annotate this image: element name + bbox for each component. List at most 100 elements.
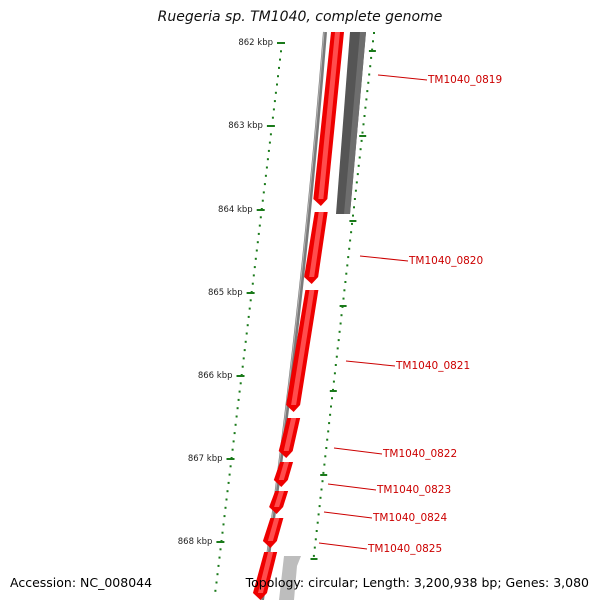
minor-tick [338,330,341,333]
tick-label: 867 kbp [188,454,223,464]
minor-tick [221,531,224,534]
major-tick-right [339,305,347,307]
minor-tick [277,75,279,78]
major-tick-right [329,390,337,392]
minor-tick [280,50,282,53]
minor-tick [349,239,352,242]
minor-tick [351,222,353,225]
minor-tick [243,349,246,352]
minor-tick [372,40,374,43]
minor-tick [273,100,276,103]
minor-tick [332,380,335,383]
minor-tick [259,216,262,219]
minor-tick [330,405,332,408]
minor-tick [251,282,254,285]
minor-tick [325,447,328,449]
gene-label: TM1040_0823 [376,484,451,496]
minor-tick [321,480,324,483]
minor-tick [232,440,235,443]
minor-tick [237,398,240,401]
minor-tick [332,388,334,391]
minor-tick [254,257,257,260]
major-tick [246,292,255,294]
minor-tick [269,133,272,136]
accession-label: Accession: NC_008044 [10,575,153,590]
minor-tick [219,548,222,551]
minor-tick [314,538,317,541]
genome-backbone-highlight [260,31,325,600]
minor-tick [322,471,325,474]
minor-tick [353,198,356,200]
gene-label: TM1040_0824 [372,512,447,524]
gene-label-leader [359,255,409,262]
minor-tick [339,322,342,325]
minor-tick [320,488,323,491]
minor-tick [312,554,315,557]
minor-tick [359,148,362,151]
minor-tick [231,448,234,451]
minor-tick [264,174,267,177]
major-tick [226,458,235,460]
minor-tick [272,108,275,111]
gene-label: TM1040_0819 [427,74,502,86]
minor-tick [258,224,261,227]
minor-tick [242,357,245,360]
minor-tick [234,423,237,426]
tick-label: 864 kbp [218,205,253,215]
minor-tick [224,506,227,509]
gene-arrow-highlight [278,462,290,480]
gene-label-leader [377,74,428,81]
minor-tick [352,214,354,217]
minor-tick [348,247,351,250]
genome-summary: Topology: circular; Length: 3,200,938 bp… [245,575,589,590]
gene-arrow-highlight [309,212,324,277]
minor-tick [236,407,239,410]
minor-tick [241,365,244,368]
minor-tick [366,90,369,93]
gene-label: TM1040_0825 [367,543,442,555]
gene-label: TM1040_0820 [408,255,483,267]
minor-tick [229,465,232,468]
minor-tick [276,83,278,86]
minor-tick [267,149,270,152]
minor-tick [323,463,326,466]
minor-tick [344,281,347,283]
minor-tick [363,115,366,117]
minor-tick [265,166,268,169]
minor-tick [369,65,372,68]
minor-tick [368,73,371,76]
minor-tick [274,91,277,94]
minor-tick [249,299,252,302]
minor-tick [347,256,350,259]
minor-tick [357,164,360,167]
minor-tick [226,490,229,493]
minor-tick [266,158,269,161]
minor-tick [324,455,327,458]
minor-tick [361,131,364,134]
minor-tick [279,58,281,61]
minor-tick [326,438,329,441]
gene-label-leader [323,511,373,519]
gene-arrow-highlight [318,32,340,199]
tick-label: 865 kbp [208,288,243,298]
minor-tick [248,307,251,310]
minor-tick [215,581,218,584]
minor-tick [217,564,220,567]
minor-tick [327,430,330,433]
tick-label: 862 kbp [238,38,273,48]
minor-tick [337,339,340,342]
minor-tick [355,181,358,184]
minor-tick [218,556,221,559]
minor-tick [238,390,241,393]
minor-tick [262,191,265,194]
minor-tick [371,48,374,51]
gene-arrow-highlight [274,491,285,507]
major-tick [236,375,245,377]
minor-tick [255,249,258,252]
minor-tick [316,521,319,524]
minor-tick [261,199,264,202]
minor-tick [245,332,248,335]
minor-tick [329,413,332,416]
minor-tick [364,106,367,109]
